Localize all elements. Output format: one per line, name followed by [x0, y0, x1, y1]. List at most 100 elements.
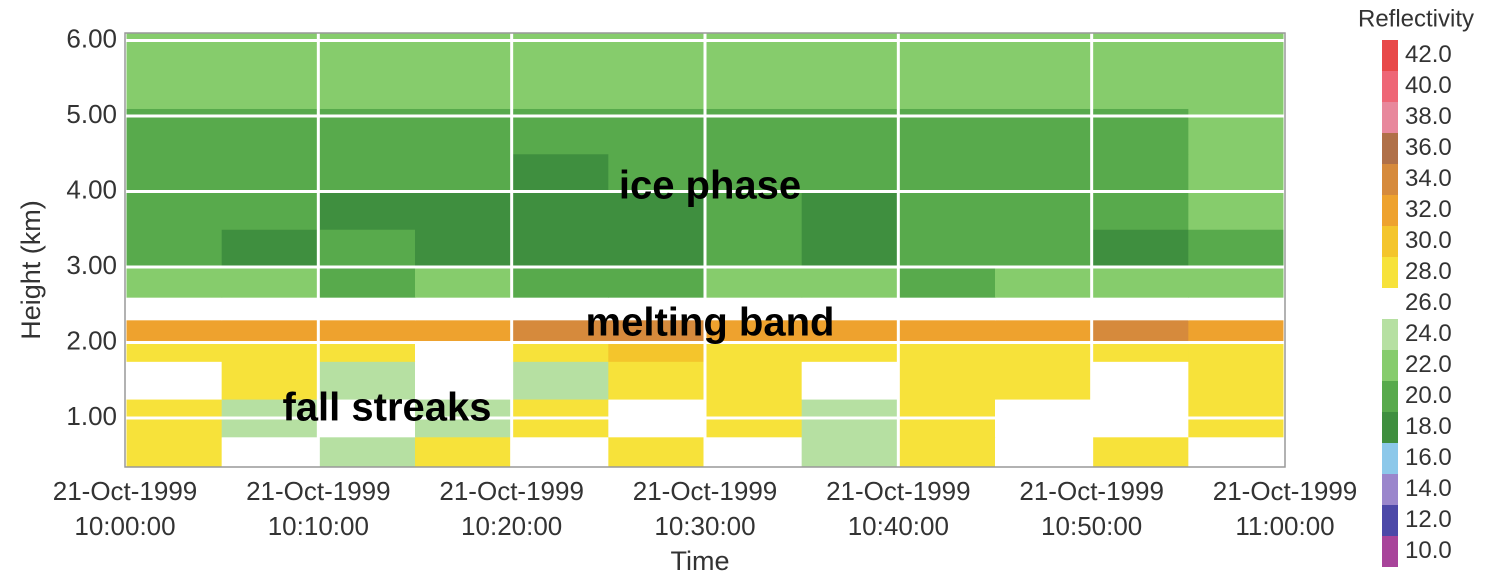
colorbar-block: [1382, 133, 1398, 164]
heatmap-cell: [705, 319, 803, 343]
heatmap-cell: [995, 342, 1093, 362]
heatmap-cell: [608, 361, 706, 400]
y-tick-label: 3.00: [66, 250, 117, 280]
heatmap-cell: [318, 266, 416, 298]
heatmap-cell: [995, 229, 1093, 268]
heatmap-cell: [801, 436, 899, 468]
colorbar-block: [1382, 536, 1398, 567]
heatmap-cell: [415, 297, 513, 321]
x-tick-label: 21-Oct-1999 10:10:00: [246, 476, 391, 541]
heatmap-cell: [1188, 342, 1286, 362]
x-tick-line: 21-Oct-1999: [826, 476, 971, 506]
x-axis-label: Time: [671, 546, 730, 576]
heatmap-cell: [801, 191, 899, 230]
heatmap-cell: [318, 33, 416, 109]
heatmap-cell: [221, 229, 319, 268]
colorbar-label: 26.0: [1405, 289, 1452, 316]
heatmap-cell: [608, 297, 706, 321]
heatmap-cell: [125, 297, 223, 321]
heatmap-cell: [511, 266, 609, 298]
heatmap-cell: [705, 361, 803, 400]
heatmap-cell: [898, 229, 996, 268]
x-tick-label: 21-Oct-1999 10:50:00: [1019, 476, 1164, 541]
colorbar-block: [1382, 195, 1398, 226]
heatmap-cell: [995, 361, 1093, 400]
x-tick-line: 21-Oct-1999: [633, 476, 778, 506]
x-tick-line: 10:50:00: [1041, 511, 1142, 541]
heatmap-cell: [125, 229, 223, 268]
colorbar-label: 24.0: [1405, 320, 1452, 347]
heatmap-cell: [801, 33, 899, 109]
heatmap-cell: [318, 191, 416, 230]
colorbar-label: 40.0: [1405, 72, 1452, 99]
heatmap-cell: [221, 436, 319, 468]
heatmap-cell: [511, 33, 609, 109]
heatmap-cell: [608, 266, 706, 298]
heatmap-cell: [511, 436, 609, 468]
heatmap-cell: [1188, 361, 1286, 400]
colorbar-label: 18.0: [1405, 413, 1452, 440]
heatmap-cell: [995, 266, 1093, 298]
heatmap-cell: [608, 33, 706, 109]
heatmap-cell: [221, 191, 319, 230]
heatmap-cell: [1091, 191, 1189, 230]
colorbar-block: [1382, 474, 1398, 505]
heatmap-cell: [1188, 191, 1286, 230]
heatmap-cell: [415, 191, 513, 230]
heatmap-cell: [995, 153, 1093, 193]
colorbar-block: [1382, 505, 1398, 536]
heatmap-cell: [125, 361, 223, 400]
heatmap-cell: [898, 297, 996, 321]
x-tick-line: 21-Oct-1999: [439, 476, 584, 506]
heatmap-cell: [705, 33, 803, 109]
heatmap-cell: [1091, 33, 1189, 109]
heatmap-cell: [705, 436, 803, 468]
heatmap-cell: [1091, 153, 1189, 193]
heatmap-cell: [125, 436, 223, 468]
colorbar-block: [1382, 288, 1398, 319]
heatmap-cell: [125, 191, 223, 230]
heatmap-cell: [1188, 153, 1286, 193]
colorbar-block: [1382, 164, 1398, 195]
x-tick-label: 21-Oct-1999 10:40:00: [826, 476, 971, 541]
plot-frame: [124, 32, 1286, 468]
heatmap-cell: [705, 229, 803, 268]
colorbar-block: [1382, 350, 1398, 381]
colorbar-label: 30.0: [1405, 227, 1452, 254]
heatmap-cell: [995, 297, 1093, 321]
heatmap-cell: [221, 361, 319, 400]
x-tick-line: 11:00:00: [1235, 511, 1334, 541]
colorbar-label: 36.0: [1405, 134, 1452, 161]
heatmap-cell: [415, 361, 513, 400]
heatmap-cell: [995, 191, 1093, 230]
heatmap-cell: [705, 266, 803, 298]
heatmap-cell: [415, 342, 513, 362]
heatmap-cell: [415, 266, 513, 298]
heatmap-cell: [318, 229, 416, 268]
heatmap-cell: [898, 319, 996, 343]
x-tick-label: 21-Oct-1999 11:00:00: [1213, 476, 1358, 541]
heatmap-cell: [705, 297, 803, 321]
heatmap-cell: [898, 436, 996, 468]
heatmap-cell: [511, 319, 609, 343]
heatmap-cell: [318, 153, 416, 193]
colorbar-label: 14.0: [1405, 475, 1452, 502]
y-tick-label: 4.00: [66, 174, 117, 204]
colorbar-label: 10.0: [1405, 537, 1452, 564]
heatmap-cell: [511, 342, 609, 362]
heatmap-cell: [801, 266, 899, 298]
heatmap-cell: [608, 319, 706, 343]
annotation: ice phase: [619, 164, 801, 208]
x-tick-line: 10:10:00: [268, 511, 369, 541]
heatmap-cell: [511, 153, 609, 193]
heatmap-cell: [511, 361, 609, 400]
heatmap-cell: [415, 436, 513, 468]
heatmap-cell: [511, 297, 609, 321]
heatmap-cell: [898, 153, 996, 193]
heatmap-cell: [898, 266, 996, 298]
colorbar-block: [1382, 226, 1398, 257]
heatmap-cell: [608, 191, 706, 230]
heatmap-cell: [1091, 229, 1189, 268]
heatmap-cell: [801, 319, 899, 343]
heatmap-cell: [608, 153, 706, 193]
